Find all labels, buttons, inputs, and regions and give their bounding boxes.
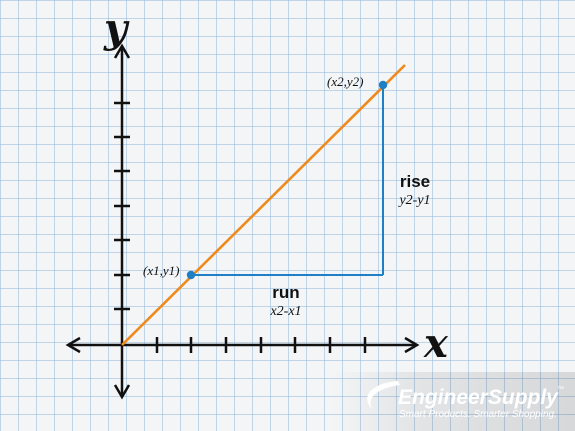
x-axis-arrow-left bbox=[65, 336, 81, 354]
brand-backdrop bbox=[330, 372, 575, 431]
y-axis-letter: y bbox=[103, 5, 130, 52]
x-axis-arrow-right bbox=[404, 336, 420, 354]
point-1-label: (x1,y1) bbox=[143, 263, 179, 278]
brand-name: EngineerSupply bbox=[398, 386, 559, 409]
x-axis-ticks bbox=[155, 337, 367, 353]
point-2-label: (x2,y2) bbox=[327, 74, 363, 89]
slope-line bbox=[121, 64, 406, 346]
brand-swoosh-icon bbox=[367, 381, 400, 409]
x-axis bbox=[65, 336, 420, 354]
brand-trademark: ™ bbox=[557, 386, 564, 393]
y-axis bbox=[113, 43, 131, 400]
rise-label: rise bbox=[400, 172, 430, 191]
point-2 bbox=[378, 80, 388, 90]
x-axis-letter: x bbox=[423, 320, 449, 367]
brand-logo: EngineerSupply ™ Smart Products. Smarter… bbox=[330, 372, 575, 431]
y-axis-arrow-up bbox=[113, 43, 131, 59]
rise-formula: y2-y1 bbox=[397, 193, 430, 208]
run-formula: x2-x1 bbox=[269, 304, 301, 319]
brand-tagline: Smart Products. Smarter Shopping. bbox=[399, 409, 557, 420]
run-label: run bbox=[272, 283, 299, 302]
y-axis-arrow-down bbox=[113, 384, 131, 400]
y-axis-ticks bbox=[114, 101, 130, 311]
point-1 bbox=[186, 270, 196, 280]
